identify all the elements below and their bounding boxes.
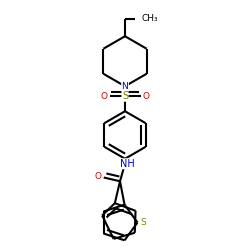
Text: O: O <box>142 92 150 101</box>
Text: N: N <box>122 82 128 91</box>
Text: S: S <box>140 218 146 227</box>
Text: NH: NH <box>120 159 135 169</box>
Text: S: S <box>122 91 128 101</box>
Text: O: O <box>95 172 102 181</box>
Text: CH₃: CH₃ <box>141 14 158 23</box>
Text: O: O <box>100 92 107 101</box>
